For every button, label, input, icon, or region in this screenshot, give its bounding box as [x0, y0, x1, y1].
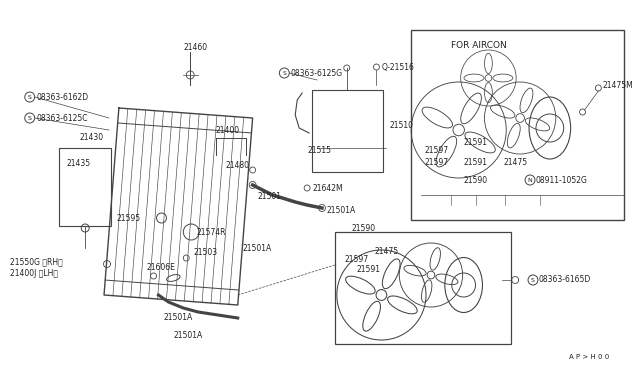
Text: 21501A: 21501A	[327, 205, 356, 215]
Text: 08363-6165D: 08363-6165D	[539, 276, 591, 285]
Text: S: S	[28, 115, 31, 121]
Text: 21591: 21591	[463, 157, 488, 167]
Bar	[335, 232, 511, 344]
Text: S: S	[282, 71, 286, 76]
Text: 21501A: 21501A	[163, 314, 193, 323]
Text: 21595: 21595	[117, 214, 141, 222]
Text: 21597: 21597	[424, 145, 448, 154]
Text: 21460: 21460	[183, 42, 207, 51]
Bar	[60, 148, 111, 226]
Text: 21475M: 21475M	[602, 80, 633, 90]
Text: 21574R: 21574R	[196, 228, 226, 237]
Text: 21550G 〈RH〉: 21550G 〈RH〉	[10, 257, 63, 266]
Text: 21590: 21590	[352, 224, 376, 232]
Text: Q-21516: Q-21516	[381, 62, 414, 71]
Bar	[411, 30, 624, 220]
Text: 21591: 21591	[356, 266, 381, 275]
Text: 21510: 21510	[389, 121, 413, 129]
Text: 21400J 〈LH〉: 21400J 〈LH〉	[10, 269, 58, 278]
Text: 08363-6125C: 08363-6125C	[36, 113, 88, 122]
Text: 21501A: 21501A	[173, 330, 203, 340]
Text: 08363-6125G: 08363-6125G	[291, 68, 342, 77]
Text: 21501: 21501	[257, 192, 282, 201]
Text: 21503: 21503	[193, 247, 218, 257]
Text: 08363-6162D: 08363-6162D	[36, 93, 89, 102]
Text: 21590: 21590	[463, 176, 488, 185]
Text: S: S	[28, 94, 31, 99]
Text: 21501A: 21501A	[243, 244, 272, 253]
Text: 21430: 21430	[79, 132, 104, 141]
Text: 21475: 21475	[374, 247, 399, 256]
Text: 21515: 21515	[307, 145, 331, 154]
Text: 21435: 21435	[67, 158, 90, 167]
Text: FOR AIRCON: FOR AIRCON	[451, 41, 506, 49]
Text: 21606E: 21606E	[147, 263, 175, 273]
Text: 21597: 21597	[424, 157, 448, 167]
Text: 21475: 21475	[503, 157, 527, 167]
Text: 21400: 21400	[216, 125, 240, 135]
Text: A P > H 0 0: A P > H 0 0	[569, 354, 609, 360]
Text: N: N	[527, 177, 532, 183]
Text: 21480: 21480	[226, 160, 250, 170]
Text: 21591: 21591	[463, 138, 488, 147]
Text: S: S	[531, 278, 535, 282]
Text: 21597: 21597	[345, 256, 369, 264]
Bar	[312, 90, 383, 172]
Text: 08911-1052G: 08911-1052G	[536, 176, 588, 185]
Text: 21642M: 21642M	[312, 183, 342, 192]
